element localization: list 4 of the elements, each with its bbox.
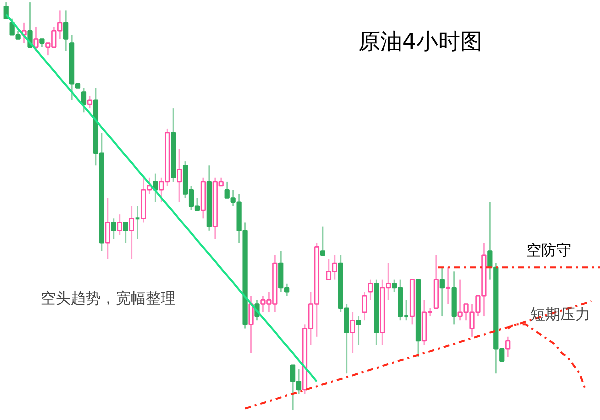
text: 原油4小时图 xyxy=(358,30,482,55)
ref-line-label: 空防守 xyxy=(526,242,572,260)
annotation: 空头趋势，宽幅整理 xyxy=(41,290,176,308)
annotation: 短期压力 xyxy=(530,306,590,324)
